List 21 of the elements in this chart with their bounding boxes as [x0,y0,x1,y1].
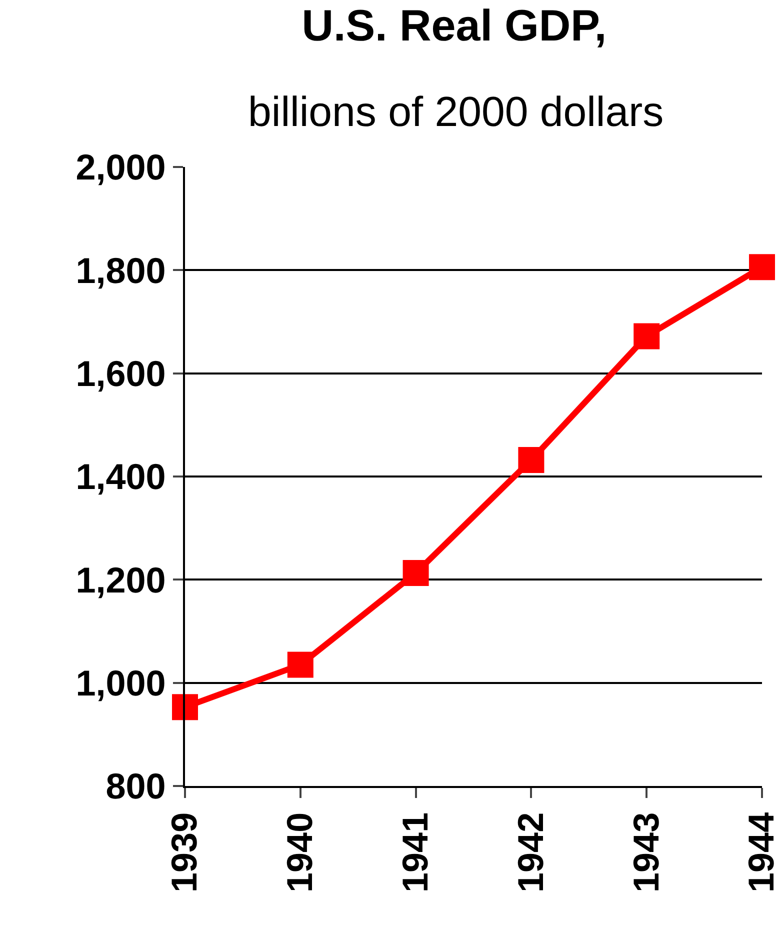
point [402,560,429,586]
y-tick-label: 1,800 [76,250,166,291]
y-tick-label: 1,200 [76,559,166,600]
y-tick-label: 1,600 [76,352,166,394]
chart-subtitle: billions of 2000 dollars [248,88,664,135]
point [172,694,198,720]
x-tick-label: 1939 [164,812,205,892]
x-tick-label: 1941 [394,812,436,892]
point [749,254,775,280]
x-tick-label: 1944 [740,812,782,892]
chart-title: U.S. Real GDP, [302,1,607,50]
x-tick-label: 1942 [510,812,551,892]
x-tick-label: 1940 [279,812,320,892]
y-tick-label: 800 [106,766,166,807]
x-tick-label: 1943 [625,812,666,892]
y-tick-label: 1,000 [76,662,166,704]
y-tick-label: 2,000 [76,146,166,188]
point [287,652,314,678]
y-tick-label: 1,400 [76,456,166,498]
point [518,446,544,473]
point [634,323,660,350]
